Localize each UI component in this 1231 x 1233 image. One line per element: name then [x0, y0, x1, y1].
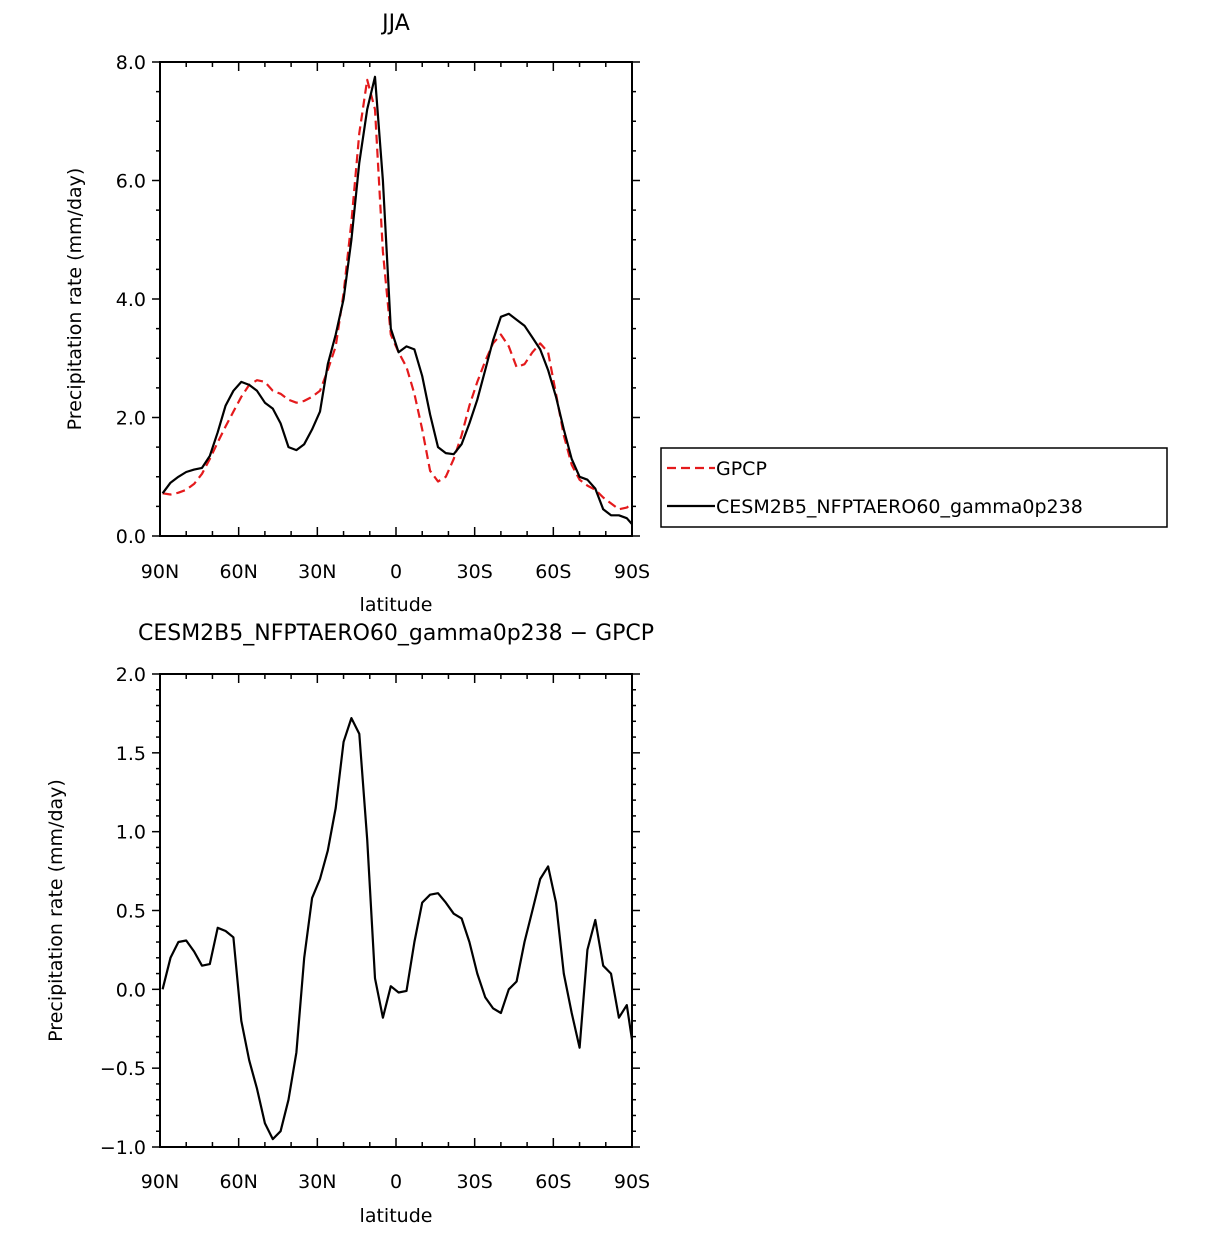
chart-title: JJA: [380, 11, 410, 36]
x-axis-label: latitude: [360, 1205, 433, 1227]
x-tick-label: 30S: [457, 561, 493, 583]
y-tick-label: 6.0: [116, 171, 146, 193]
y-tick-label: 1.5: [116, 743, 146, 765]
x-tick-label: 30N: [298, 561, 336, 583]
y-tick-label: −0.5: [100, 1058, 146, 1080]
x-tick-label: 60N: [219, 561, 257, 583]
legend-box: [660, 447, 1168, 528]
y-tick-label: 1.0: [116, 822, 146, 844]
y-tick-label: 2.0: [116, 664, 146, 686]
y-tick-label: −1.0: [100, 1137, 146, 1159]
x-tick-label: 60S: [535, 1171, 571, 1193]
legend-label: CESM2B5_NFPTAERO60_gamma0p238: [716, 496, 1083, 518]
y-tick-label: 4.0: [116, 289, 146, 311]
y-tick-label: 0.0: [116, 979, 146, 1001]
y-tick-label: 0.5: [116, 901, 146, 923]
y-tick-label: 0.0: [116, 526, 146, 548]
x-tick-label: 0: [390, 1171, 402, 1193]
y-axis-label: Precipitation rate (mm/day): [45, 779, 67, 1042]
chart-top-jja: JJA 90N 60N 30N 0 30S 60S 90S 0.0 2.0 4.0 6.0 8.0 lat…: [64, 11, 1168, 616]
series-line-cesm2b5-nfptaero60-gamma0p238: [161, 75, 633, 525]
plot-frame: [159, 673, 633, 1148]
x-tick-label: 0: [390, 561, 402, 583]
series-line-difference: [161, 716, 634, 1141]
x-axis-label: latitude: [360, 594, 433, 616]
x-tick-label: 90S: [614, 1171, 650, 1193]
x-tick-label: 30N: [298, 1171, 336, 1193]
y-axis-label: Precipitation rate (mm/day): [64, 168, 86, 431]
chart-title: CESM2B5_NFPTAERO60_gamma0p238 − GPCP: [138, 621, 654, 646]
x-tick-label: 30S: [457, 1171, 493, 1193]
legend: GPCP CESM2B5_NFPTAERO60_gamma0p238: [660, 447, 1168, 528]
x-tick-label: 90N: [141, 1171, 179, 1193]
y-tick-label: 8.0: [116, 52, 146, 74]
legend-label: GPCP: [716, 458, 767, 480]
chart-bottom-difference: CESM2B5_NFPTAERO60_gamma0p238 − GPCP 90N 6…: [45, 621, 654, 1227]
x-tick-label: 60N: [219, 1171, 257, 1193]
y-tick-label: 2.0: [116, 408, 146, 430]
x-tick-label: 90N: [141, 561, 179, 583]
x-tick-label: 60S: [535, 561, 571, 583]
series-line-gpcp: [162, 78, 633, 511]
plot-frame: [159, 61, 633, 537]
x-tick-label: 90S: [614, 561, 650, 583]
